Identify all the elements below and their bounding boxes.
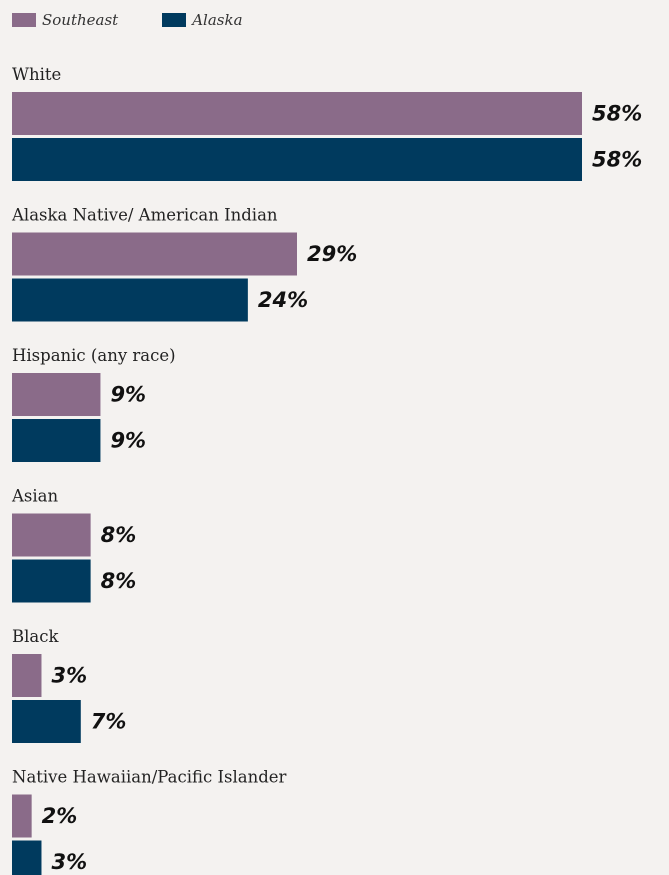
value-label-southeast-asian: 8%: [101, 523, 137, 547]
legend-swatch-alaska: [162, 13, 187, 27]
value-label-alaska-native-hawaiian-pacific-islander: 3%: [51, 850, 87, 874]
chart-legend: Southeast Alaska: [12, 8, 287, 32]
value-label-alaska-asian: 8%: [101, 569, 137, 593]
value-label-southeast-white: 58%: [592, 102, 642, 126]
value-label-alaska-alaska-native-american-indian: 24%: [258, 288, 308, 312]
bar-southeast-native-hawaiian-pacific-islander: [12, 794, 32, 838]
value-label-southeast-alaska-native-american-indian: 29%: [307, 242, 357, 266]
bar-alaska-white: [12, 138, 582, 181]
bar-alaska-hispanic-any-race: [12, 419, 101, 462]
value-label-southeast-native-hawaiian-pacific-islander: 2%: [42, 804, 78, 828]
bar-alaska-native-hawaiian-pacific-islander: [12, 840, 42, 875]
value-label-alaska-hispanic-any-race: 9%: [110, 429, 146, 453]
category-label-hispanic-any-race: Hispanic (any race): [12, 346, 176, 365]
legend-label-alaska: Alaska: [192, 11, 243, 29]
bar-southeast-black: [12, 654, 42, 697]
legend-label-southeast: Southeast: [42, 11, 119, 29]
value-label-southeast-black: 3%: [51, 664, 87, 688]
bar-alaska-alaska-native-american-indian: [12, 278, 248, 322]
bar-southeast-hispanic-any-race: [12, 373, 101, 416]
bar-southeast-alaska-native-american-indian: [12, 232, 297, 276]
value-label-alaska-white: 58%: [592, 148, 642, 172]
category-label-alaska-native-american-indian: Alaska Native/ American Indian: [11, 206, 278, 225]
bar-southeast-white: [12, 92, 582, 135]
value-label-southeast-hispanic-any-race: 9%: [110, 383, 146, 407]
category-label-white: White: [12, 65, 61, 84]
category-label-black: Black: [12, 627, 59, 646]
legend-item-alaska: Alaska: [162, 11, 243, 29]
legend-item-southeast: Southeast: [12, 11, 118, 29]
legend-swatch-southeast: [12, 13, 36, 27]
value-label-alaska-black: 7%: [91, 710, 127, 734]
bar-alaska-asian: [12, 559, 91, 603]
category-label-asian: Asian: [11, 487, 58, 506]
bar-southeast-asian: [12, 513, 91, 557]
category-label-native-hawaiian-pacific-islander: Native Hawaiian/Pacific Islander: [12, 768, 287, 787]
bar-alaska-black: [12, 700, 81, 743]
